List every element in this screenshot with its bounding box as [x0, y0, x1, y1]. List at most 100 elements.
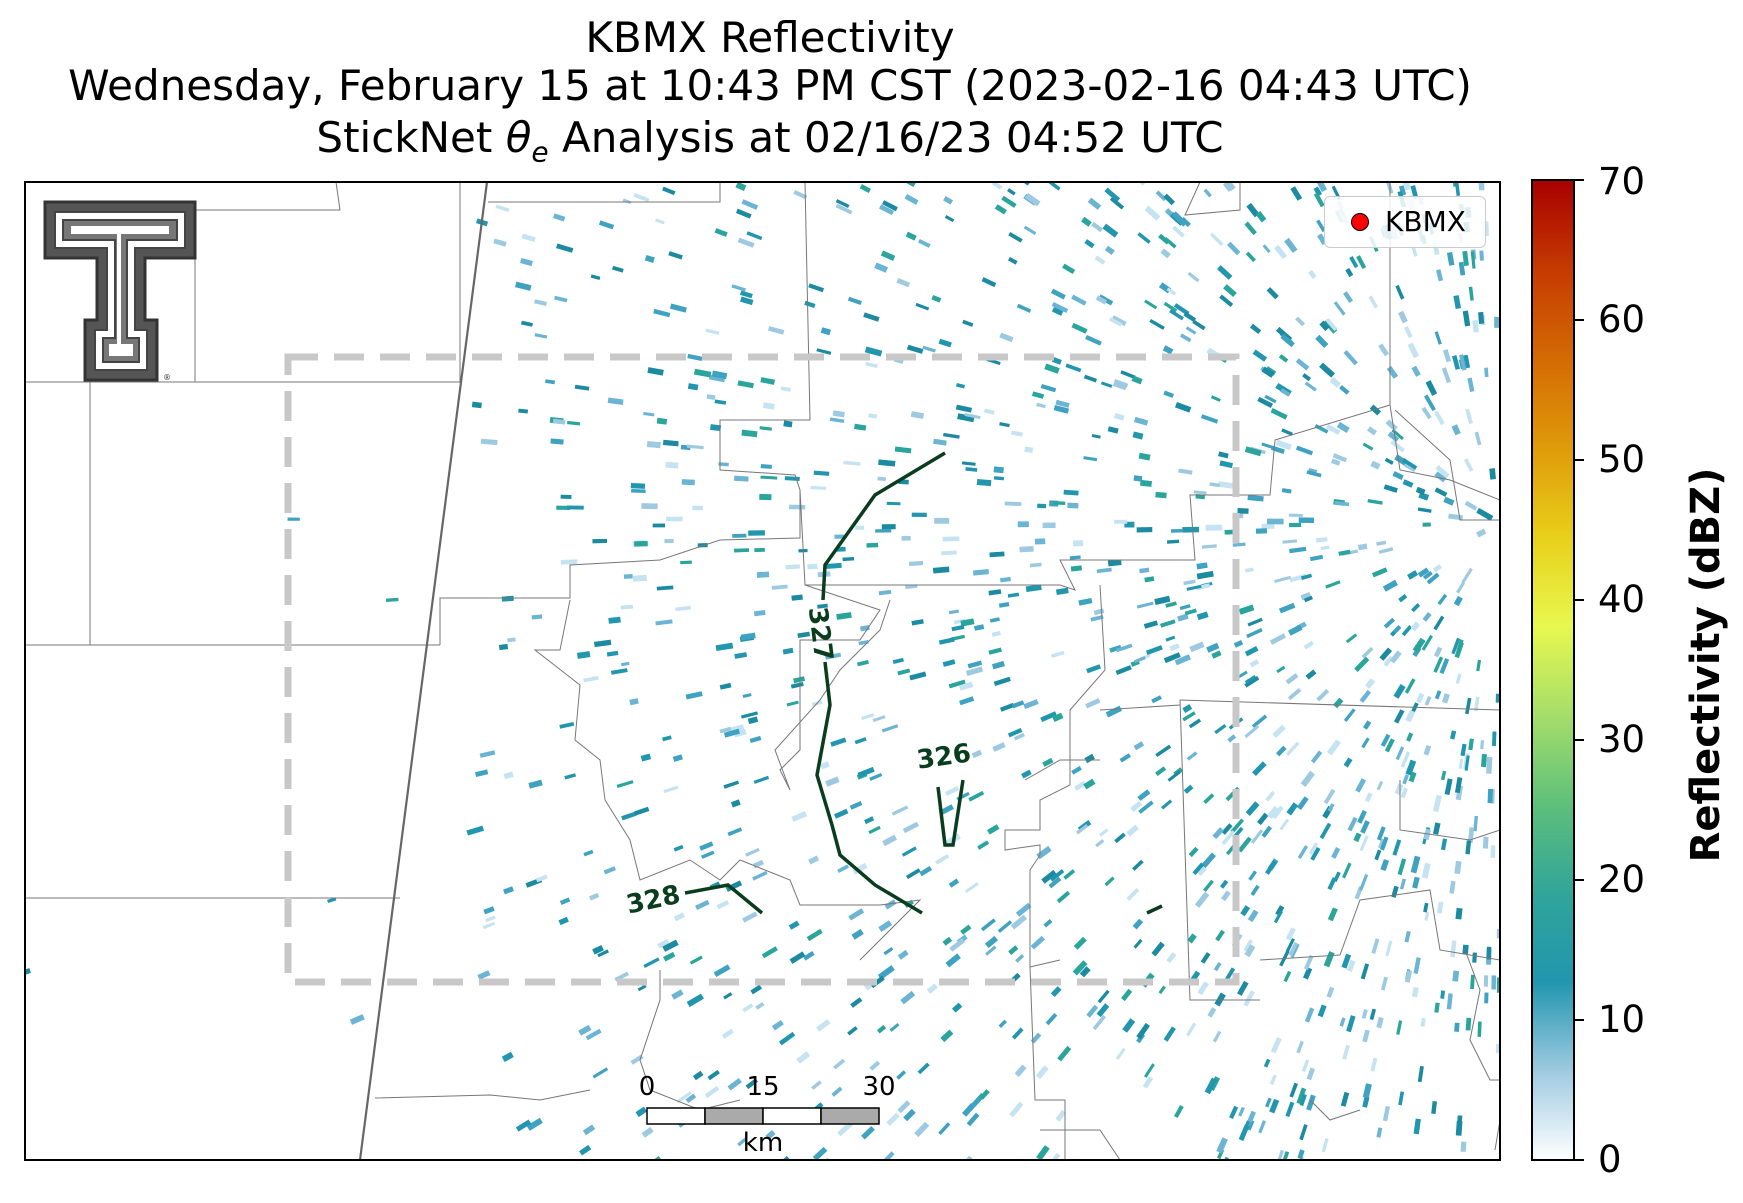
echo-gate — [1299, 1093, 1307, 1107]
echo-gate — [1495, 693, 1500, 703]
echo-gate — [620, 661, 630, 667]
echo-gate — [1431, 1100, 1437, 1115]
echo-gate — [701, 850, 715, 859]
echo-gate — [1111, 315, 1127, 327]
echo-gate — [783, 420, 793, 428]
echo-gate — [1343, 708, 1356, 722]
echo-gate — [771, 584, 788, 590]
echo-gate — [1467, 377, 1475, 393]
echo-gate — [1462, 944, 1469, 955]
echo-gate — [940, 1029, 954, 1043]
echo-gate — [832, 410, 845, 418]
echo-gate — [852, 862, 868, 875]
echo-gate — [521, 233, 536, 243]
echo-gate — [875, 529, 892, 533]
echo-gate — [922, 345, 936, 353]
echo-gate — [876, 1024, 887, 1034]
echo-gate — [1480, 753, 1487, 768]
chart-subtitle-time: Wednesday, February 15 at 10:43 PM CST (… — [68, 61, 1472, 110]
echo-gate — [1238, 1106, 1245, 1117]
echo-gate — [1055, 399, 1070, 408]
echo-gate — [981, 277, 997, 288]
echo-gate — [1249, 323, 1262, 335]
echo-gate — [1453, 595, 1463, 607]
echo-gate — [902, 821, 919, 834]
echo-gate — [1222, 182, 1232, 192]
echo-gate — [1236, 670, 1248, 679]
echo-gate — [1361, 1009, 1368, 1019]
echo-gate — [807, 563, 818, 570]
echo-gate — [592, 1067, 609, 1079]
echo-gate — [1244, 567, 1254, 573]
echo-gate — [833, 1058, 846, 1070]
echo-gate — [1315, 537, 1328, 543]
echo-gate — [1462, 310, 1471, 327]
echo-gate — [881, 524, 896, 530]
echo-gate — [1421, 862, 1431, 879]
scale-label-0: 0 — [638, 1072, 656, 1102]
contour-label-326: 326 — [915, 738, 973, 775]
echo-gate — [1412, 637, 1426, 653]
echo-gate — [1454, 182, 1461, 196]
echo-gate — [889, 1022, 900, 1032]
echo-gate — [1302, 373, 1312, 382]
echo-gate — [1155, 766, 1167, 777]
echo-gate — [1285, 673, 1299, 685]
echo-gate — [507, 637, 516, 643]
echo-gate — [999, 332, 1014, 343]
echo-gate — [1288, 941, 1299, 956]
echo-gate — [812, 1146, 828, 1160]
echo-gate — [882, 200, 898, 212]
echo-gate — [948, 609, 960, 615]
echo-gate — [1410, 185, 1419, 200]
echo-gate — [1325, 424, 1341, 436]
map-frame — [24, 181, 1501, 1161]
echo-gate — [1255, 528, 1268, 534]
echo-gate — [1072, 960, 1088, 976]
echo-gate — [1030, 1032, 1042, 1044]
echo-gate — [1399, 878, 1406, 890]
echo-gate — [791, 811, 808, 822]
echo-gate — [603, 866, 616, 875]
echo-gate — [1369, 404, 1382, 416]
echo-gate — [1096, 567, 1112, 574]
echo-gate — [1308, 842, 1319, 855]
echo-gate — [1071, 766, 1082, 775]
echo-gate — [1188, 718, 1202, 729]
echo-gate — [964, 882, 979, 894]
echo-gate — [1463, 458, 1474, 472]
echo-gate — [994, 204, 1007, 215]
echo-gate — [747, 716, 759, 725]
echo-gate — [1203, 188, 1212, 198]
echo-gate — [1201, 544, 1217, 549]
echo-gate — [1384, 738, 1395, 753]
echo-gate — [1380, 733, 1391, 747]
echo-gate — [1454, 641, 1464, 659]
echo-gate — [1264, 394, 1277, 404]
echo-gate — [1233, 640, 1244, 648]
echo-gate — [1460, 743, 1467, 757]
echo-gate — [1284, 237, 1298, 254]
contour-327-lower — [815, 661, 923, 915]
echo-gate — [1295, 358, 1310, 371]
echo-gate — [1140, 479, 1152, 487]
echo-gate — [914, 1121, 930, 1138]
echo-gate — [1423, 744, 1432, 756]
echo-gate — [1376, 540, 1387, 546]
echo-gate — [589, 892, 600, 901]
echo-gate — [1434, 690, 1442, 700]
echo-gate — [1144, 299, 1158, 310]
echo-gate — [1482, 836, 1489, 849]
legend-label: KBMX — [1385, 205, 1466, 238]
echo-gate — [1010, 430, 1024, 437]
echo-gate — [933, 438, 947, 446]
echo-gate — [863, 312, 880, 322]
echo-gate — [1104, 187, 1121, 202]
echo-gate — [886, 1112, 900, 1127]
echo-gate — [1207, 1007, 1217, 1018]
echo-gate — [1144, 1063, 1155, 1078]
echo-gate — [1063, 489, 1079, 496]
cbar-tick-40: 40 — [1598, 578, 1646, 621]
echo-gate — [1486, 946, 1492, 960]
echo-gate — [819, 761, 830, 770]
